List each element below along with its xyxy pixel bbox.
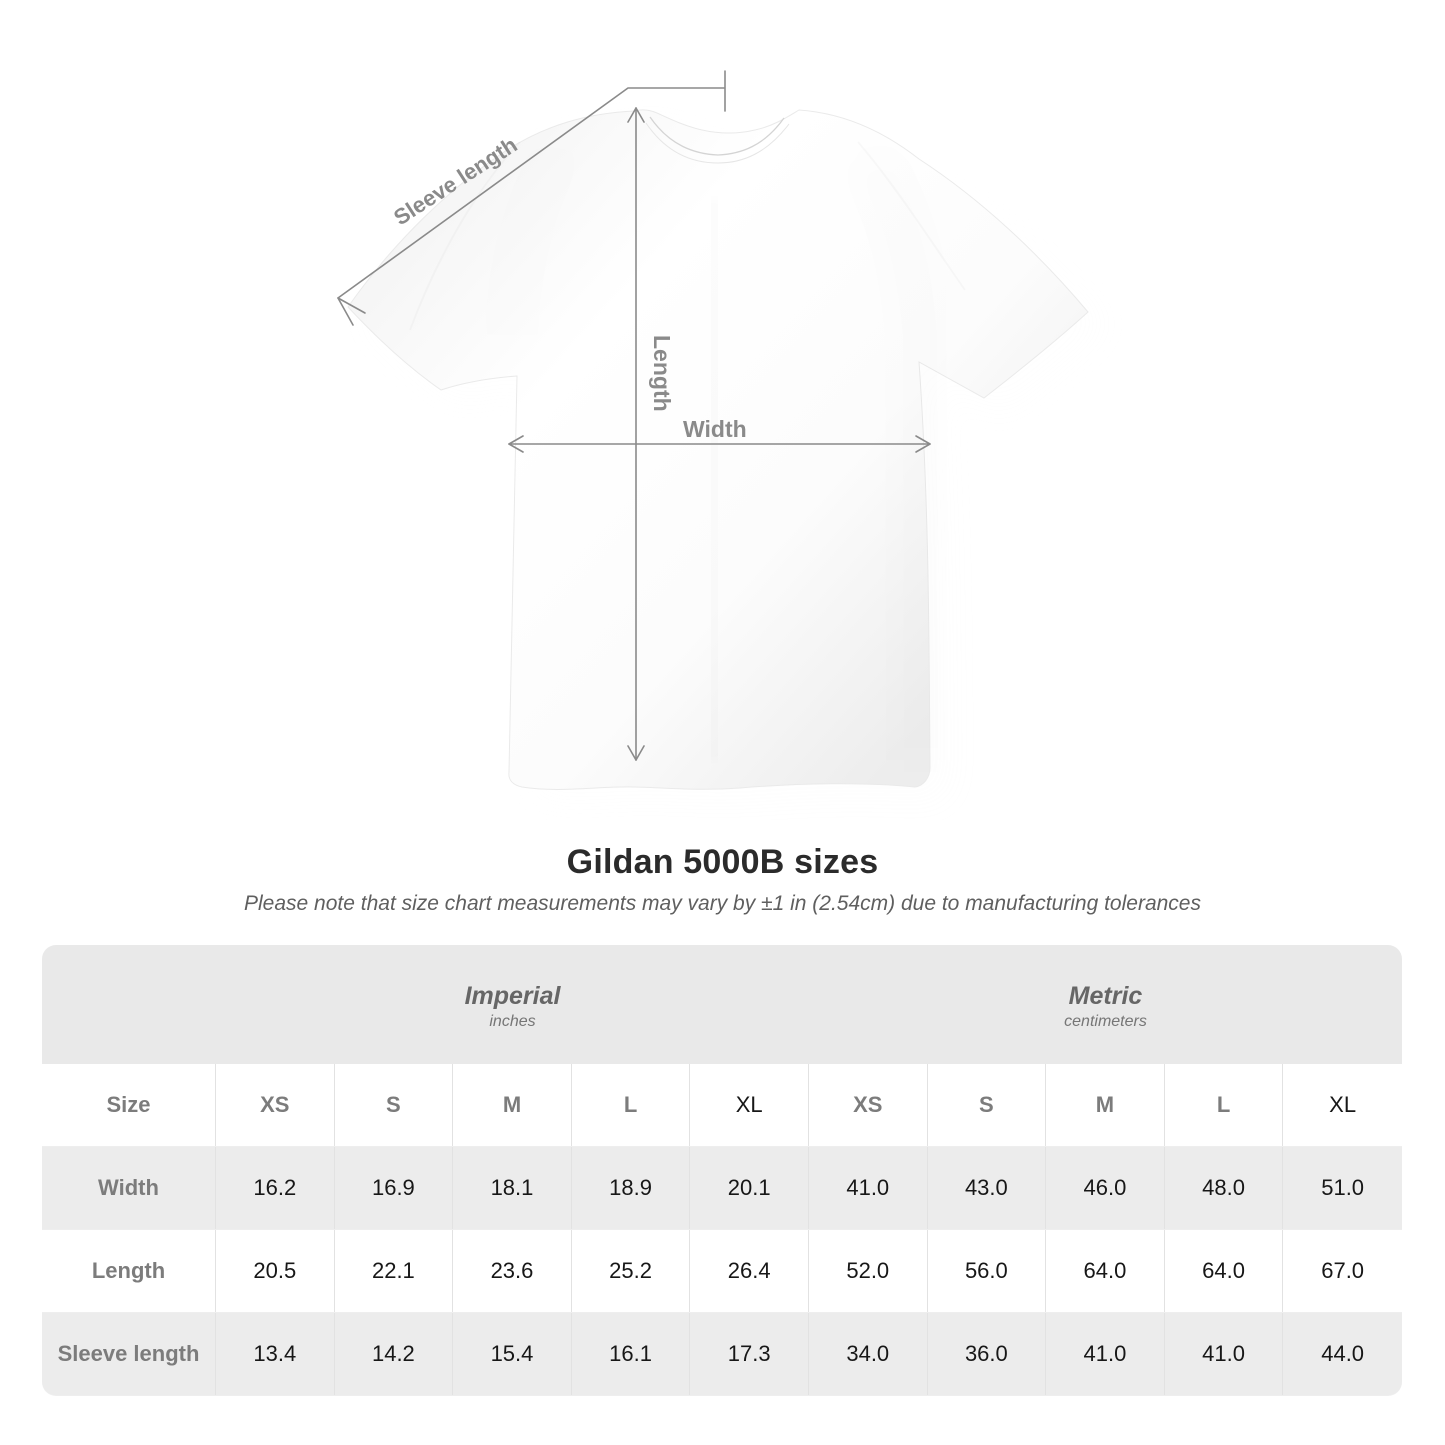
svg-text:Width: Width <box>683 416 747 442</box>
svg-text:Length: Length <box>649 335 675 412</box>
